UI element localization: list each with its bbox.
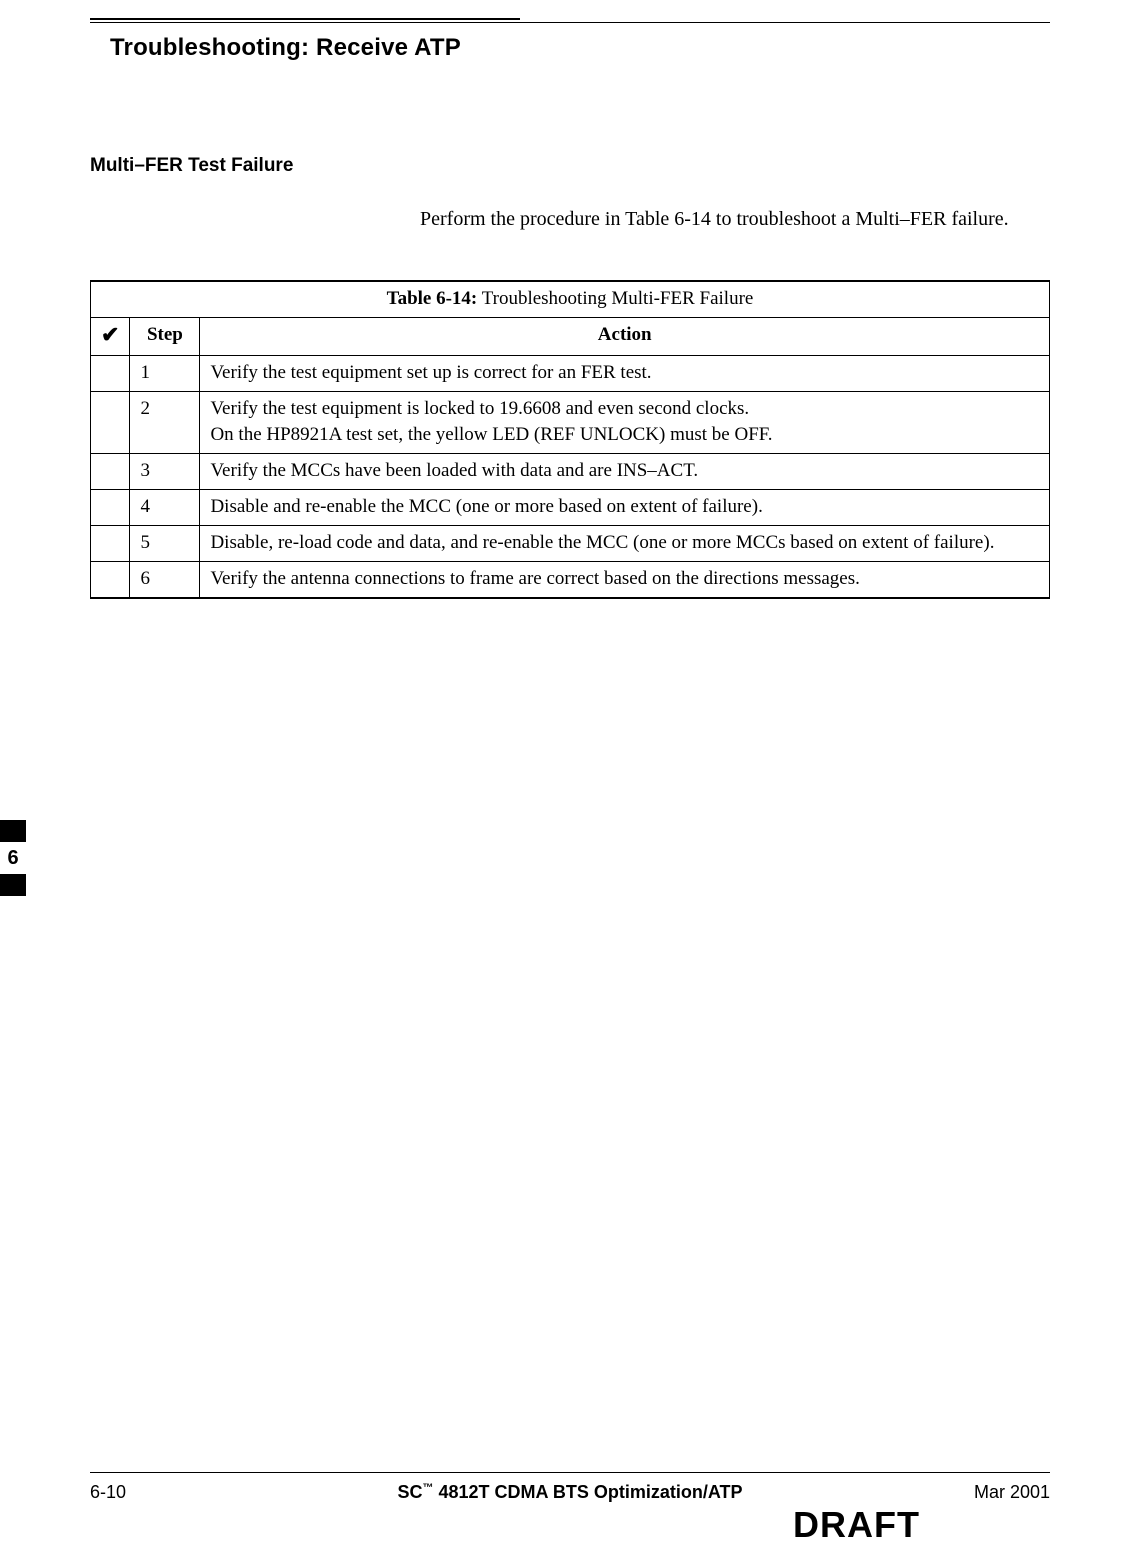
- table-row: 3 Verify the MCCs have been loaded with …: [91, 454, 1050, 490]
- step-number: 6: [130, 562, 200, 599]
- step-number: 5: [130, 526, 200, 562]
- action-cell: Verify the test equipment set up is corr…: [200, 356, 1050, 392]
- table-row: 2 Verify the test equipment is locked to…: [91, 392, 1050, 454]
- step-number: 3: [130, 454, 200, 490]
- chapter-side-tab: 6: [0, 820, 26, 896]
- section-heading: Multi–FER Test Failure: [90, 155, 293, 177]
- footer-center: SC™ 4812T CDMA BTS Optimization/ATP: [397, 1482, 742, 1503]
- step-number: 4: [130, 490, 200, 526]
- footer-page-number: 6-10: [90, 1482, 126, 1503]
- troubleshooting-table: Table 6-14: Troubleshooting Multi-FER Fa…: [90, 280, 1050, 599]
- table-caption-label: Table 6-14:: [387, 288, 478, 309]
- action-cell: Verify the test equipment is locked to 1…: [200, 392, 1050, 454]
- header-step: Step: [130, 318, 200, 356]
- table-header-row: ✔ Step Action: [91, 318, 1050, 356]
- page-footer: 6-10 SC™ 4812T CDMA BTS Optimization/ATP…: [90, 1482, 1050, 1503]
- table-caption-text: Troubleshooting Multi-FER Failure: [482, 288, 754, 309]
- footer-date: Mar 2001: [974, 1482, 1050, 1503]
- action-cell: Verify the antenna connections to frame …: [200, 562, 1050, 599]
- table-row: 5 Disable, re-load code and data, and re…: [91, 526, 1050, 562]
- intro-text: Perform the procedure in Table 6-14 to t…: [420, 205, 1020, 234]
- step-number: 1: [130, 356, 200, 392]
- page-title: Troubleshooting: Receive ATP: [110, 34, 461, 62]
- header-rule-thin: [90, 22, 1050, 23]
- table-row: 1 Verify the test equipment set up is co…: [91, 356, 1050, 392]
- step-number: 2: [130, 392, 200, 454]
- table-row: 6 Verify the antenna connections to fram…: [91, 562, 1050, 599]
- chapter-number: 6: [0, 842, 26, 874]
- footer-rule: [90, 1472, 1050, 1473]
- check-icon: ✔: [101, 322, 119, 347]
- header-rule-thick: [90, 18, 520, 20]
- action-cell: Disable and re-enable the MCC (one or mo…: [200, 490, 1050, 526]
- table-row: 4 Disable and re-enable the MCC (one or …: [91, 490, 1050, 526]
- header-action: Action: [200, 318, 1050, 356]
- table-caption-row: Table 6-14: Troubleshooting Multi-FER Fa…: [91, 281, 1050, 318]
- action-cell: Disable, re-load code and data, and re-e…: [200, 526, 1050, 562]
- draft-watermark: DRAFT: [793, 1504, 920, 1546]
- action-cell: Verify the MCCs have been loaded with da…: [200, 454, 1050, 490]
